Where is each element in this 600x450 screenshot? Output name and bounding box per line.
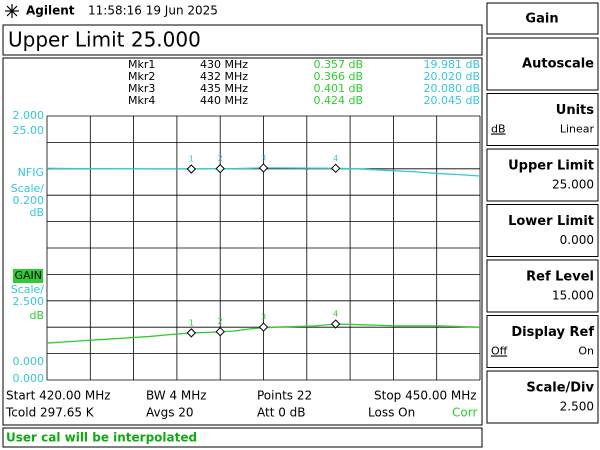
marker-freq: 430 MHz bbox=[200, 58, 248, 71]
softkey-title-box bbox=[486, 2, 599, 35]
logo-icon bbox=[5, 4, 19, 18]
marker-name: Mkr3 bbox=[128, 82, 155, 95]
footer-text: Start 420.00 MHz bbox=[6, 389, 111, 403]
footer-text: Stop 450.00 MHz bbox=[374, 389, 477, 403]
y-tick-label: 0.000 bbox=[13, 372, 45, 385]
softkey[interactable] bbox=[486, 315, 599, 368]
marker-gain: 20.080 dB bbox=[423, 82, 480, 95]
marker-tag: 3 bbox=[261, 313, 266, 322]
scale-label: Scale/ bbox=[11, 283, 45, 296]
marker-tag: 1 bbox=[189, 155, 194, 164]
softkey-label[interactable]: Units bbox=[556, 103, 594, 118]
softkey-value[interactable]: 0.000 bbox=[560, 233, 594, 247]
logo: Agilent bbox=[26, 4, 75, 18]
footer-text: Corr bbox=[452, 406, 477, 420]
legend-nfig: NFIG bbox=[18, 166, 44, 179]
marker-nf-point bbox=[330, 319, 341, 329]
marker-freq: 440 MHz bbox=[200, 94, 248, 107]
marker-gain: 19.981 dB bbox=[423, 58, 480, 71]
marker-tag: 4 bbox=[333, 310, 338, 319]
softkey[interactable] bbox=[486, 37, 599, 91]
status-box bbox=[2, 427, 483, 448]
softkey[interactable] bbox=[486, 93, 599, 146]
footer-text: BW 4 MHz bbox=[146, 389, 207, 403]
footer-text: Loss On bbox=[368, 406, 415, 420]
marker-nf-point bbox=[258, 322, 269, 332]
marker-name: Mkr1 bbox=[128, 58, 155, 71]
marker-tag: 2 bbox=[218, 154, 223, 163]
scale-label: Scale/ bbox=[11, 182, 45, 195]
scale-unit: dB bbox=[29, 309, 44, 322]
softkey-label[interactable]: Ref Level bbox=[526, 270, 594, 285]
softkey[interactable] bbox=[486, 259, 599, 313]
y2-tick-label: 25.00 bbox=[13, 124, 45, 137]
softkey-option[interactable]: On bbox=[578, 345, 594, 358]
marker-tag: 4 bbox=[333, 154, 338, 163]
marker-nf: 0.401 dB bbox=[313, 82, 363, 95]
footer-text: Tcold 297.65 K bbox=[5, 406, 95, 420]
marker-gain-point bbox=[330, 163, 341, 174]
status-message: User cal will be interpolated bbox=[6, 431, 197, 445]
datetime: 11:58:16 19 Jun 2025 bbox=[88, 4, 218, 18]
softkey-option[interactable]: Linear bbox=[560, 123, 595, 136]
softkey[interactable] bbox=[486, 204, 599, 257]
scale-value: 2.500 bbox=[13, 295, 45, 308]
legend-gain-box bbox=[13, 269, 43, 283]
marker-gain: 20.045 dB bbox=[423, 94, 480, 107]
softkey-title: Gain bbox=[525, 12, 558, 27]
marker-gain-point bbox=[186, 164, 197, 174]
active-function-box bbox=[2, 24, 483, 56]
footer-text: Points 22 bbox=[257, 389, 312, 403]
marker-nf: 0.366 dB bbox=[313, 70, 363, 83]
softkey-label[interactable]: Scale/Div bbox=[526, 381, 594, 396]
marker-nf: 0.357 dB bbox=[313, 58, 363, 71]
softkey-option[interactable]: dB bbox=[491, 123, 506, 136]
softkey-label[interactable]: Autoscale bbox=[522, 57, 594, 72]
legend-gain: GAIN bbox=[14, 269, 42, 282]
footer-text: Att 0 dB bbox=[257, 406, 306, 420]
softkey[interactable] bbox=[486, 370, 599, 424]
marker-gain-point bbox=[258, 163, 269, 173]
marker-freq: 435 MHz bbox=[200, 82, 248, 95]
marker-name: Mkr2 bbox=[128, 70, 155, 83]
y-tick-label: 2.000 bbox=[13, 109, 45, 122]
marker-nf-point bbox=[186, 328, 197, 338]
softkey-label[interactable]: Display Ref bbox=[511, 325, 594, 340]
marker-tag: 2 bbox=[218, 317, 223, 326]
softkey-label[interactable]: Lower Limit bbox=[508, 214, 594, 229]
softkey-value[interactable]: 25.000 bbox=[552, 178, 594, 192]
softkey-option[interactable]: Off bbox=[491, 345, 508, 358]
marker-gain: 20.020 dB bbox=[423, 70, 480, 83]
marker-tag: 3 bbox=[261, 153, 266, 162]
scale-unit: dB bbox=[29, 206, 44, 219]
footer-text: Avgs 20 bbox=[146, 406, 194, 420]
scale-value: 0.200 bbox=[13, 194, 45, 207]
y2-tick-label: 0.000 bbox=[13, 355, 45, 368]
marker-nf-point bbox=[215, 326, 225, 337]
softkey[interactable] bbox=[486, 148, 599, 202]
marker-freq: 432 MHz bbox=[200, 70, 248, 83]
marker-gain-point bbox=[215, 163, 225, 174]
marker-tag: 1 bbox=[189, 318, 194, 327]
softkey-value[interactable]: 15.000 bbox=[552, 289, 594, 303]
marker-nf: 0.424 dB bbox=[313, 94, 363, 107]
active-function: Upper Limit 25.000 bbox=[8, 28, 201, 52]
softkey-label[interactable]: Upper Limit bbox=[508, 159, 594, 174]
graph-frame bbox=[2, 57, 483, 426]
marker-name: Mkr4 bbox=[128, 94, 155, 107]
softkey-value[interactable]: 2.500 bbox=[560, 400, 594, 414]
